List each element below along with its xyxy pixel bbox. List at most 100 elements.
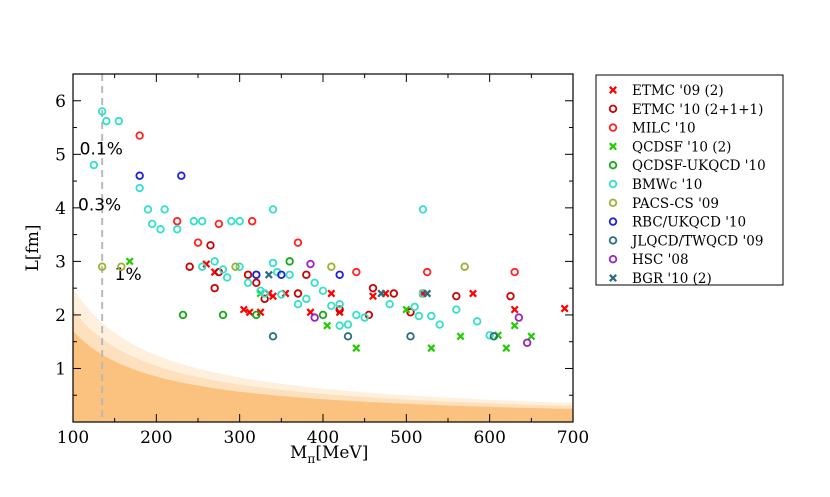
data-point-s1-8 [302, 270, 311, 279]
data-point-s5-15 [222, 273, 232, 282]
data-point-s5-41 [418, 205, 428, 214]
data-point-s5-40 [414, 311, 424, 321]
data-point-s7-1 [177, 171, 186, 180]
data-point-s1-15 [452, 291, 461, 301]
data-point-s8-1 [343, 332, 353, 341]
data-point-s1-11 [368, 283, 378, 293]
legend-marker-9 [608, 255, 618, 264]
data-point-s9-0 [306, 259, 315, 269]
data-point-s5-44 [435, 320, 444, 329]
data-point-s9-1 [310, 313, 319, 322]
data-point-s1-16 [506, 291, 515, 301]
data-point-s3-10 [527, 332, 536, 341]
legend-label-10: BGR '10 (2) [632, 271, 712, 287]
region-2 [73, 331, 573, 422]
legend-marker-10 [609, 274, 617, 282]
data-point-s1-1 [206, 241, 215, 250]
data-point-s5-14 [218, 265, 228, 274]
data-point-s6-1 [117, 262, 126, 271]
legend-marker-4 [608, 160, 618, 170]
data-points [89, 107, 569, 353]
data-point-s5-11 [197, 217, 207, 226]
legend-label-8: JLQCD/TWQCD '09 [630, 233, 763, 249]
data-point-s5-18 [235, 262, 244, 271]
legend-marker-2 [608, 123, 618, 132]
legend-marker-7 [608, 217, 618, 226]
data-point-s5-16 [227, 217, 236, 226]
y-tick-label: 1 [55, 359, 66, 379]
data-point-s4-1 [218, 310, 228, 320]
data-point-s5-10 [189, 217, 199, 226]
y-tick-label: 2 [55, 306, 66, 326]
legend: ETMC '09 (2) ETMC '10 (2+1+1) MILC '10 QCDS… [595, 74, 784, 287]
data-point-s3-6 [456, 332, 465, 341]
data-point-s8-0 [268, 332, 278, 341]
data-point-s5-39 [410, 302, 419, 312]
data-point-s3-9 [510, 321, 519, 330]
data-point-s5-1 [97, 107, 107, 116]
data-point-s5-31 [318, 286, 328, 296]
shaded-regions [73, 288, 573, 422]
data-point-s0-14 [469, 289, 477, 298]
y-tick-label: 4 [55, 199, 66, 219]
data-point-s2-0 [135, 131, 144, 140]
data-point-s2-1 [172, 217, 182, 226]
legend-label-2: MILC '10 [632, 121, 696, 137]
legend-marker-0 [609, 86, 617, 94]
data-point-s0-4 [256, 308, 265, 317]
data-point-s1-9 [335, 305, 344, 314]
data-point-s5-22 [260, 289, 269, 298]
x-tick-label: 200 [140, 428, 172, 448]
legend-label-1: ETMC '10 (2+1+1) [632, 102, 763, 118]
data-point-s5-2 [102, 116, 111, 126]
data-point-s6-2 [231, 262, 240, 271]
y-axis-title: L[fm] [23, 225, 43, 272]
data-point-s9-2 [514, 313, 524, 322]
data-point-s0-6 [269, 292, 277, 301]
region-label-1: 0.3% [78, 196, 121, 216]
data-point-s5-24 [268, 258, 278, 268]
data-point-s0-11 [369, 292, 377, 301]
y-tick-label: 5 [55, 145, 66, 165]
data-point-s5-8 [160, 205, 169, 214]
data-point-s5-3 [114, 116, 124, 126]
data-point-s3-5 [427, 344, 436, 353]
data-point-s2-5 [293, 238, 303, 247]
data-point-s1-13 [406, 308, 415, 317]
data-point-s5-6 [147, 219, 157, 229]
x-tick-label: 700 [557, 428, 589, 448]
data-point-s8-2 [406, 332, 415, 341]
data-point-s5-45 [452, 305, 461, 314]
data-point-s9-3 [522, 338, 532, 347]
legend-label-4: QCDSF-UKQCD '10 [632, 158, 766, 174]
data-point-s5-28 [293, 300, 303, 309]
legend-marker-8 [608, 236, 618, 245]
x-tick-label: 400 [307, 428, 339, 448]
legend-label-9: HSC '08 [632, 252, 689, 268]
data-point-s2-8 [510, 267, 519, 277]
legend-marker-1 [608, 104, 618, 113]
data-point-s1-7 [293, 289, 303, 298]
data-point-s5-27 [285, 270, 294, 279]
data-point-s5-4 [135, 183, 144, 193]
data-point-s0-16 [560, 304, 569, 313]
y-tick-label: 6 [55, 92, 66, 112]
data-point-s2-4 [247, 217, 257, 226]
data-point-s7-3 [277, 270, 286, 279]
data-point-s5-0 [89, 160, 99, 170]
data-point-s6-0 [97, 262, 107, 271]
data-point-s5-5 [143, 205, 153, 214]
data-point-s8-3 [489, 332, 499, 341]
data-point-s3-4 [402, 305, 411, 314]
data-point-s1-12 [389, 289, 399, 298]
data-point-s0-15 [510, 305, 519, 314]
data-point-s5-38 [385, 300, 394, 309]
data-point-s5-9 [172, 225, 182, 234]
data-point-s5-37 [360, 313, 369, 322]
data-point-s3-0 [125, 257, 134, 266]
data-point-s2-2 [193, 238, 203, 247]
legend-marker-6 [608, 198, 618, 207]
data-point-s7-4 [335, 270, 344, 279]
data-point-s5-47 [485, 331, 494, 340]
data-point-s4-0 [178, 310, 188, 320]
